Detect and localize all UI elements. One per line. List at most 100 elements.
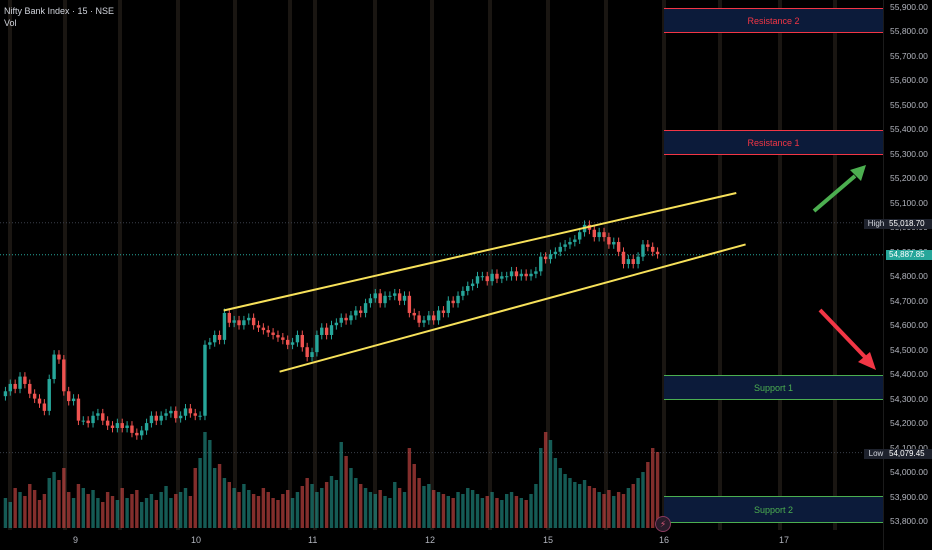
candle-body — [427, 315, 431, 321]
volume-bar — [305, 478, 309, 528]
price-tick-label: 55,700.00 — [890, 50, 928, 61]
volume-bar — [422, 486, 426, 528]
current-price-value: 54,887.85 — [886, 250, 932, 260]
candle-body — [393, 293, 397, 296]
candle-body — [300, 334, 305, 348]
volume-bar — [47, 478, 51, 528]
candle-body — [305, 347, 309, 358]
volume-bar — [641, 472, 645, 528]
volume-bar — [378, 490, 382, 528]
candle-body — [110, 425, 115, 428]
volume-bar — [485, 496, 489, 528]
candle-body — [159, 415, 163, 421]
candle-body — [149, 415, 154, 424]
candle-body — [285, 339, 290, 345]
volume-bar — [344, 456, 348, 528]
candle-body — [237, 320, 241, 326]
candle-body — [212, 334, 217, 343]
candle-body — [101, 413, 105, 421]
volume-bar — [354, 478, 358, 528]
volume-label[interactable]: Vol — [4, 18, 17, 28]
volume-bar — [81, 488, 86, 528]
low-label: Low — [864, 449, 888, 459]
arrow-down-icon — [818, 308, 876, 370]
candle-body — [495, 273, 499, 279]
volume-bar — [139, 502, 144, 528]
volume-bar — [339, 442, 343, 528]
resistance-1-zone[interactable]: Resistance 1 — [664, 130, 883, 155]
volume-bar — [169, 498, 173, 528]
volume-bar — [3, 498, 8, 528]
candle-body — [354, 310, 358, 316]
candle-body — [616, 241, 621, 252]
candle-body — [13, 383, 17, 389]
candle-body — [412, 312, 416, 316]
candle-body — [529, 273, 533, 277]
time-tick-label: 16 — [659, 535, 670, 545]
channel-upper-line — [223, 192, 737, 312]
volume-bar — [217, 464, 222, 528]
volume-bar — [480, 498, 485, 528]
candle-body — [607, 237, 611, 245]
volume-bar — [383, 496, 387, 528]
candle-body — [553, 251, 558, 255]
candle-body — [334, 322, 339, 326]
volume-bar — [470, 490, 475, 528]
volume-bar — [37, 500, 42, 528]
price-axis-separator — [883, 0, 884, 550]
candle-body — [397, 293, 402, 301]
price-tick-label: 53,900.00 — [890, 491, 928, 502]
candle-body — [363, 303, 368, 313]
volume-bar — [271, 498, 275, 528]
price-tick-label: 55,600.00 — [890, 75, 928, 86]
candle-body — [573, 239, 577, 242]
volume-bar — [105, 492, 110, 528]
support-1-zone[interactable]: Support 1 — [664, 375, 883, 400]
candle-body — [91, 415, 95, 424]
candle-body — [32, 393, 37, 399]
candle-body — [509, 271, 514, 277]
price-tick-label: 54,400.00 — [890, 369, 928, 380]
candle-body — [519, 273, 524, 277]
candle-body — [256, 325, 261, 328]
volume-bar — [612, 496, 616, 528]
volume-bar — [178, 492, 183, 528]
price-tick-label: 54,700.00 — [890, 295, 928, 306]
candle-body — [524, 273, 528, 277]
candle-body — [251, 317, 256, 326]
candle-body — [261, 327, 266, 331]
volume-bar — [110, 496, 115, 528]
candle-body — [23, 376, 27, 384]
volume-bar — [417, 478, 421, 528]
candle-body — [154, 415, 159, 421]
candle-body — [612, 241, 616, 245]
volume-bar — [324, 482, 329, 528]
time-tick-label: 11 — [308, 535, 318, 545]
candle-body — [534, 271, 538, 274]
volume-bar — [13, 488, 17, 528]
resistance-2-zone[interactable]: Resistance 2 — [664, 8, 883, 33]
volume-bar — [222, 478, 227, 528]
channel-lower-line — [279, 243, 746, 373]
volume-bar — [543, 432, 548, 528]
candle-body — [247, 317, 251, 321]
price-tick-label: 55,800.00 — [890, 26, 928, 37]
volume-bar — [456, 492, 460, 528]
volume-bar — [500, 500, 504, 528]
support-2-zone[interactable]: Support 2 — [664, 496, 883, 523]
volume-bar — [616, 492, 621, 528]
lightning-icon[interactable]: ⚡ — [655, 516, 671, 532]
volume-bar — [436, 492, 441, 528]
candle-body — [422, 320, 426, 323]
candle-body — [81, 420, 86, 422]
volume-bar — [188, 496, 193, 528]
volume-bar — [227, 482, 232, 528]
candle-body — [592, 229, 597, 238]
volume-bar — [310, 484, 314, 528]
chart-title[interactable]: Nifty Bank Index · 15 · NSE — [4, 6, 115, 16]
candle-body — [178, 415, 183, 419]
volume-bar — [573, 482, 577, 528]
volume-bar — [115, 500, 120, 528]
volume-bar — [349, 468, 353, 528]
